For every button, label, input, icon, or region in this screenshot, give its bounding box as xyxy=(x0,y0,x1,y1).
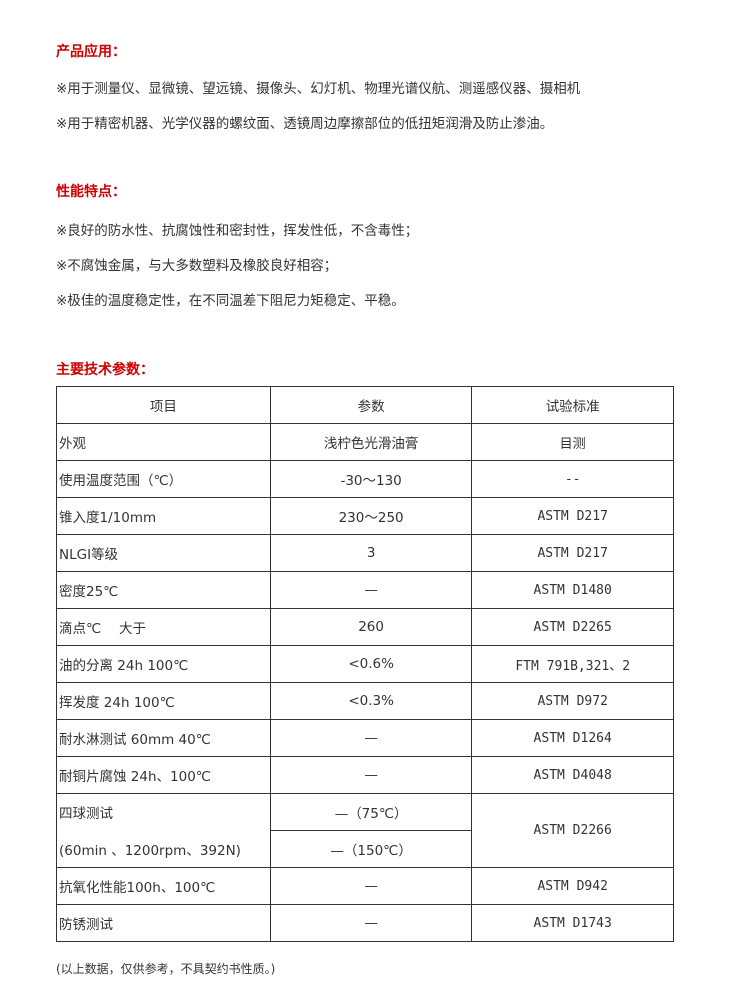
table-cell: —（150℃） xyxy=(269,830,473,868)
table-cell: 目测 xyxy=(471,423,674,461)
table-row: 耐铜片腐蚀 24h、100℃ — ASTM D4048 xyxy=(56,756,674,794)
section-title-params: 主要技术参数： xyxy=(56,362,154,378)
column-header: 参数 xyxy=(269,386,473,424)
table-cell: ASTM D942 xyxy=(471,867,674,905)
table-cell: 外观 xyxy=(56,423,271,461)
column-header: 项目 xyxy=(56,386,271,424)
table-row: 挥发度 24h 100℃ <0.3% ASTM D972 xyxy=(56,682,674,720)
table-cell: 抗氧化性能100h、100℃ xyxy=(56,867,271,905)
section-title-features: 性能特点： xyxy=(56,184,126,200)
table-row: NLGI等级 3 ASTM D217 xyxy=(56,534,674,572)
feature-item: ※极佳的温度稳定性，在不同温差下阻尼力矩稳定、平稳。 xyxy=(56,293,405,309)
table-cell: 230～250 xyxy=(269,497,473,535)
table-cell: FTM 791B,321、2 xyxy=(471,645,674,683)
table-cell: 油的分离 24h 100℃ xyxy=(56,645,271,683)
table-cell: <0.3% xyxy=(269,682,473,720)
section-title-application: 产品应用： xyxy=(56,44,126,60)
application-item: ※用于测量仪、显微镜、望远镜、摄像头、幻灯机、物理光谱仪航、测遥感仪器、摄相机 xyxy=(56,81,581,97)
table-row: (60min 、1200rpm、392N) —（150℃） xyxy=(56,830,674,868)
table-cell: 260 xyxy=(269,608,473,646)
table-cell: ASTM D217 xyxy=(471,534,674,572)
table-row: 密度25℃ — ASTM D1480 xyxy=(56,571,674,609)
table-cell: <0.6% xyxy=(269,645,473,683)
table-cell: 锥入度1/10mm xyxy=(56,497,271,535)
table-cell: ASTM D1264 xyxy=(471,719,674,757)
table-cell: ASTM D1743 xyxy=(471,904,674,942)
table-cell: — xyxy=(269,719,473,757)
application-item: ※用于精密机器、光学仪器的螺纹面、透镜周边摩擦部位的低扭矩润滑及防止渗油。 xyxy=(56,116,554,132)
column-header: 试验标准 xyxy=(471,386,674,424)
table-cell: 使用温度范围（℃） xyxy=(56,460,271,498)
table-cell: ASTM D1480 xyxy=(471,571,674,609)
table-cell: 滴点℃ 大于 xyxy=(56,608,271,646)
table-cell: (60min 、1200rpm、392N) xyxy=(56,830,271,868)
table-cell: — xyxy=(269,756,473,794)
table-cell: 挥发度 24h 100℃ xyxy=(56,682,271,720)
table-cell: NLGI等级 xyxy=(56,534,271,572)
feature-item: ※良好的防水性、抗腐蚀性和密封性，挥发性低，不含毒性； xyxy=(56,223,419,239)
table-cell: 防锈测试 xyxy=(56,904,271,942)
table-cell: 耐水淋测试 60mm 40℃ xyxy=(56,719,271,757)
table-cell: ASTM D2265 xyxy=(471,608,674,646)
table-cell: ASTM D972 xyxy=(471,682,674,720)
table-cell: 3 xyxy=(269,534,473,572)
table-cell: ASTM D4048 xyxy=(471,756,674,794)
table-cell: 浅柠色光滑油膏 xyxy=(269,423,473,461)
table-cell: -- xyxy=(471,460,674,498)
table-cell: ASTM D2266 xyxy=(471,793,674,868)
table-row: 抗氧化性能100h、100℃ — ASTM D942 xyxy=(56,867,674,905)
table-row: 耐水淋测试 60mm 40℃ — ASTM D1264 xyxy=(56,719,674,757)
table-cell: —（75℃） xyxy=(269,793,473,831)
table-cell: 四球测试 xyxy=(56,793,271,831)
table-cell: — xyxy=(269,571,473,609)
table-row: 使用温度范围（℃） -30～130 -- xyxy=(56,460,674,498)
table-header-row: 项目 参数 试验标准 xyxy=(56,386,674,424)
table-cell: 耐铜片腐蚀 24h、100℃ xyxy=(56,756,271,794)
table-cell: 密度25℃ xyxy=(56,571,271,609)
table-row: 锥入度1/10mm 230～250 ASTM D217 xyxy=(56,497,674,535)
table-row: 外观 浅柠色光滑油膏 目测 xyxy=(56,423,674,461)
table-cell: — xyxy=(269,867,473,905)
table-row: 油的分离 24h 100℃ <0.6% FTM 791B,321、2 xyxy=(56,645,674,683)
footnote: (以上数据，仅供参考，不具契约书性质。) xyxy=(56,962,276,976)
table-row: 四球测试 —（75℃） ASTM D2266 xyxy=(56,793,674,868)
table-cell: — xyxy=(269,904,473,942)
table-cell: -30～130 xyxy=(269,460,473,498)
table-row: 防锈测试 — ASTM D1743 xyxy=(56,904,674,942)
table-cell: ASTM D217 xyxy=(471,497,674,535)
parameters-table: 项目 参数 试验标准 外观 浅柠色光滑油膏 目测 使用温度范围（℃） -30～130 -- 锥入度… xyxy=(56,386,674,942)
feature-item: ※不腐蚀金属，与大多数塑料及橡胶良好相容； xyxy=(56,258,338,274)
table-row: 滴点℃ 大于 260 ASTM D2265 xyxy=(56,608,674,646)
